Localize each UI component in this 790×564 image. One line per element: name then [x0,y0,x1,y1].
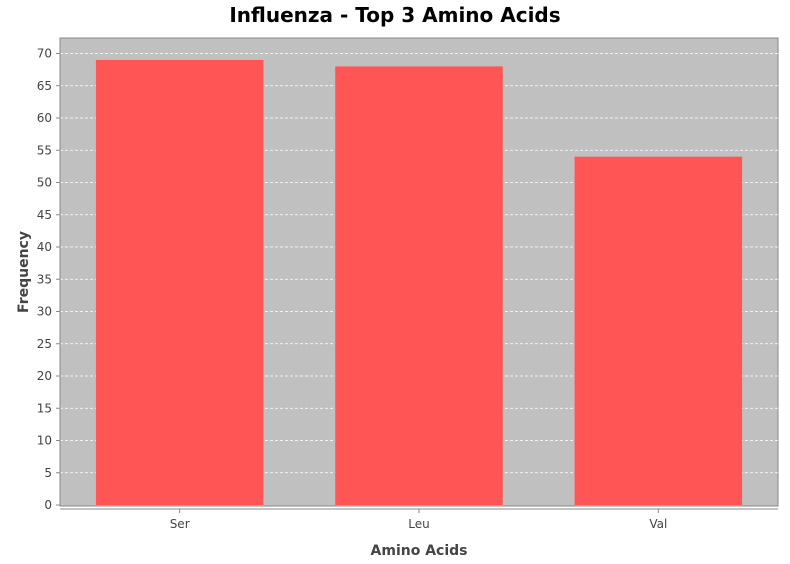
x-tick-label: Leu [408,517,429,531]
x-tick-label: Val [649,517,667,531]
chart-title: Influenza - Top 3 Amino Acids [229,3,560,27]
bar-leu [335,66,503,506]
y-tick-label: 35 [37,272,52,286]
bar-val [574,156,743,505]
y-tick-label: 30 [37,305,52,319]
y-tick-label: 15 [37,401,52,415]
y-tick-label: 45 [37,208,52,222]
y-tick-label: 10 [37,434,52,448]
x-axis: Ser Leu Val [60,508,778,531]
y-axis: 0 5 10 15 20 25 30 35 40 45 50 55 60 65 70 [37,38,61,512]
x-tick-label: Ser [170,517,190,531]
y-tick-label: 65 [37,79,52,93]
y-axis-label: Frequency [16,231,32,313]
y-tick-label: 25 [37,337,52,351]
y-tick-label: 5 [44,466,52,480]
bar-ser [95,59,264,505]
y-tick-label: 60 [37,111,52,125]
y-tick-label: 40 [37,240,52,254]
x-axis-label: Amino Acids [371,543,468,559]
y-tick-label: 55 [37,143,52,157]
y-tick-label: 0 [44,498,52,512]
y-tick-label: 70 [37,47,52,61]
y-tick-label: 50 [37,176,52,190]
y-tick-label: 20 [37,369,52,383]
bars [95,59,743,506]
